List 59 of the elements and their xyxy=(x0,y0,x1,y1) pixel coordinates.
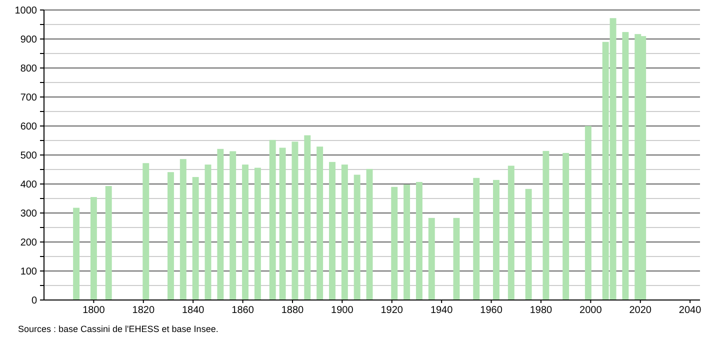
bar xyxy=(142,163,150,300)
y-tick-label: 800 xyxy=(20,64,38,74)
bar xyxy=(366,168,373,300)
x-tick-label: 1960 xyxy=(480,305,503,316)
bar xyxy=(428,218,435,300)
x-tick-label: 1920 xyxy=(380,305,404,316)
y-tick-label: 900 xyxy=(20,34,38,46)
bar xyxy=(416,182,422,300)
y-tick-label: 400 xyxy=(20,180,38,190)
y-tick-label: 100 xyxy=(20,266,38,278)
bar xyxy=(562,152,570,300)
bar xyxy=(316,146,324,300)
bar xyxy=(354,174,360,300)
bar xyxy=(167,172,174,300)
x-tick-label: 1940 xyxy=(430,305,454,316)
bar xyxy=(493,180,500,300)
bar xyxy=(391,186,398,300)
bar xyxy=(192,177,199,300)
x-tick-label: 2020 xyxy=(629,305,652,316)
bar xyxy=(242,164,249,300)
y-tick-label: 1000 xyxy=(14,6,38,16)
bar xyxy=(269,140,276,300)
bar xyxy=(180,159,186,300)
bar xyxy=(217,148,224,300)
bar xyxy=(254,168,261,300)
bar xyxy=(341,164,348,300)
x-tick-label: 1900 xyxy=(331,305,354,316)
x-tick-label: 1820 xyxy=(132,305,155,316)
x-tick-label: 2040 xyxy=(678,305,702,316)
bar xyxy=(73,208,80,300)
y-tick-label: 300 xyxy=(20,208,38,220)
bar xyxy=(90,197,97,300)
bar xyxy=(622,32,629,300)
x-tick-label: 1800 xyxy=(82,305,106,316)
bar xyxy=(525,188,532,300)
y-tick-label: 700 xyxy=(20,92,38,104)
bar xyxy=(473,178,480,300)
bar xyxy=(292,142,298,300)
x-tick-label: 1840 xyxy=(182,305,205,316)
x-tick-label: 2000 xyxy=(580,305,602,316)
bar xyxy=(230,151,236,300)
x-tick-label: 1880 xyxy=(281,305,304,316)
bar xyxy=(105,186,112,300)
bar xyxy=(542,150,550,300)
x-tick-label: 1980 xyxy=(530,305,553,316)
y-tick-label: 600 xyxy=(20,122,38,132)
x-tick-label: 1860 xyxy=(232,305,254,316)
y-tick-label: 200 xyxy=(20,238,38,248)
y-tick-label: 500 xyxy=(20,150,38,162)
bar xyxy=(508,166,514,300)
source-note: Sources : base Cassini de l'EHESS et base Insee. xyxy=(18,324,218,334)
bar xyxy=(453,218,460,300)
bar xyxy=(279,148,286,300)
bar xyxy=(304,135,311,300)
y-tick-label: 0 xyxy=(31,296,38,306)
bar xyxy=(204,164,212,300)
bar xyxy=(404,184,410,300)
bar xyxy=(329,162,336,300)
bar xyxy=(584,126,592,300)
